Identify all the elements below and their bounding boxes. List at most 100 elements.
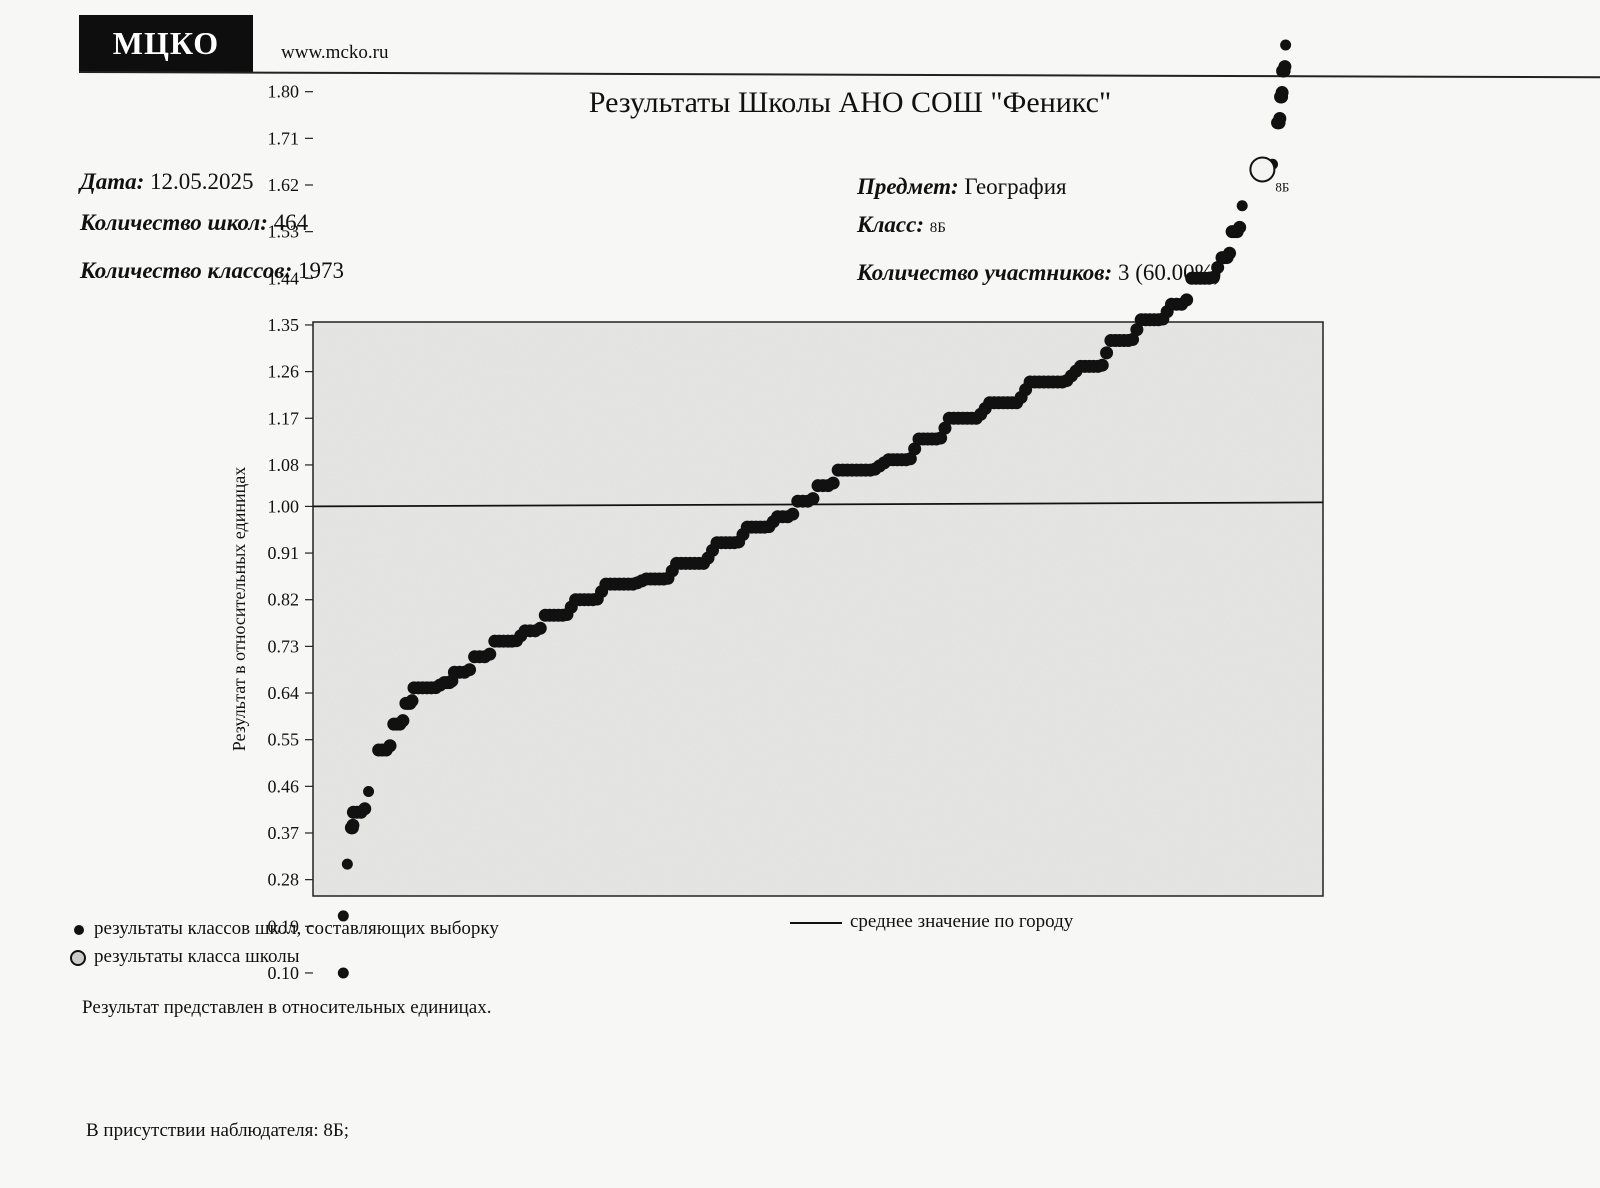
sample-dot (1095, 358, 1109, 372)
sample-point (1275, 91, 1287, 103)
class-row: Класс: 8Б (857, 212, 946, 238)
sample-point (640, 573, 652, 585)
subject-label: Предмет: (857, 174, 959, 199)
legend-label-city-average: среднее значение по городу (850, 911, 1074, 932)
sample-dot (826, 476, 840, 490)
y-tick-label: 0.64 (268, 683, 300, 703)
legend-sample-classes: результаты классов школ, составляющих вы… (74, 918, 499, 940)
school-class-point (1249, 156, 1276, 183)
y-axis-label: Результат в относительных единицах (229, 467, 249, 751)
sample-point (438, 677, 450, 689)
sample-dot (908, 442, 922, 456)
y-tick-label: 1.71 (268, 128, 300, 148)
sample-point (337, 910, 349, 922)
sample-dot (358, 802, 372, 816)
sample-point (1216, 252, 1228, 264)
sample-point (373, 744, 385, 756)
subject-value: География (964, 174, 1067, 199)
legend-school-class: результаты класса школы (70, 946, 299, 968)
y-tick-label: 1.00 (268, 496, 300, 516)
sample-point (1236, 200, 1248, 212)
y-tick-label: 0.91 (268, 543, 300, 563)
subject-row: Предмет: География (857, 174, 1067, 200)
sample-point (1075, 360, 1087, 372)
sample-point (832, 464, 844, 476)
page-title: Результаты Школы АНО СОШ "Феникс" (588, 86, 1112, 119)
sample-point (345, 822, 357, 834)
observer-note: В присутствии наблюдателя: 8Б; (86, 1120, 350, 1141)
sample-dot (934, 431, 948, 445)
units-note: Результат представлен в относительных ед… (82, 997, 492, 1018)
legend-city-average: среднее значение по городу (790, 911, 1073, 933)
y-tick-label: 1.26 (268, 362, 300, 382)
sample-point (341, 858, 353, 870)
sample-point (337, 967, 349, 979)
y-tick-label: 1.44 (268, 268, 300, 288)
sample-dot (806, 492, 820, 506)
class-label: Класс: (857, 212, 924, 237)
sample-dot (396, 714, 410, 728)
sample-dot (463, 663, 477, 677)
class-value: 8Б (929, 220, 946, 236)
sample-dot (1211, 260, 1225, 274)
sample-point (984, 397, 996, 409)
sample-point (388, 718, 400, 730)
y-tick-label: 0.10 (268, 963, 300, 983)
participants-label: Количество участников: (857, 260, 1113, 285)
y-tick-label: 1.17 (268, 408, 300, 428)
sample-dot (1126, 333, 1140, 347)
y-tick-label: 1.80 (268, 82, 300, 102)
sample-point (772, 511, 784, 523)
sample-point (792, 495, 804, 507)
legend-label-school-class: результаты класса школы (94, 946, 300, 967)
plot-texture (313, 322, 1323, 896)
y-tick-label: 0.19 (268, 916, 300, 936)
sample-dot (1180, 293, 1194, 307)
sample-point (812, 480, 824, 492)
y-tick-label: 1.62 (268, 175, 300, 195)
sample-dot (938, 421, 952, 435)
line-sample-icon (790, 921, 842, 924)
legend-label-classes: результаты классов школ, составляющих вы… (94, 918, 499, 939)
open-circle-icon (70, 949, 86, 966)
sample-point (1226, 226, 1238, 238)
sample-dot (383, 739, 397, 753)
sample-point (1135, 314, 1147, 326)
date-label: Дата: (80, 169, 145, 194)
city-average-line (312, 501, 1324, 508)
mcko-logo: МЦКО (79, 15, 253, 72)
sample-dot (786, 507, 800, 521)
sample-point (671, 557, 683, 569)
classes-label: Количество классов: (80, 258, 293, 283)
y-tick-label: 0.28 (268, 870, 300, 890)
plot-frame (312, 321, 1324, 897)
sample-point (1105, 335, 1117, 347)
sample-dot (1130, 323, 1144, 337)
sample-dot (1100, 346, 1114, 360)
sample-dot (903, 452, 917, 466)
sample-point (883, 454, 895, 466)
y-tick-label: 0.82 (268, 590, 300, 610)
sample-point (539, 609, 551, 621)
y-tick-label: 1.08 (268, 455, 300, 475)
black-dot-icon (74, 924, 84, 935)
sample-point (600, 578, 612, 590)
sample-point (489, 635, 501, 647)
sample-point (469, 651, 481, 663)
sample-point (448, 666, 460, 678)
site-url: www.mcko.ru (281, 42, 389, 63)
y-tick-label: 0.73 (268, 636, 300, 656)
sample-point (913, 433, 925, 445)
schools-value: 464 (273, 210, 309, 235)
date-row: Дата: 12.05.2025 (80, 169, 254, 195)
y-tick-label: 1.35 (268, 315, 300, 335)
date-value: 12.05.2025 (150, 169, 254, 194)
sample-point (408, 682, 420, 694)
sample-point (711, 537, 723, 549)
sample-dot (483, 647, 497, 661)
school-class-label: 8Б (1275, 179, 1289, 194)
sample-point (943, 412, 955, 424)
sample-point (1186, 272, 1198, 284)
sample-point (1280, 39, 1292, 51)
